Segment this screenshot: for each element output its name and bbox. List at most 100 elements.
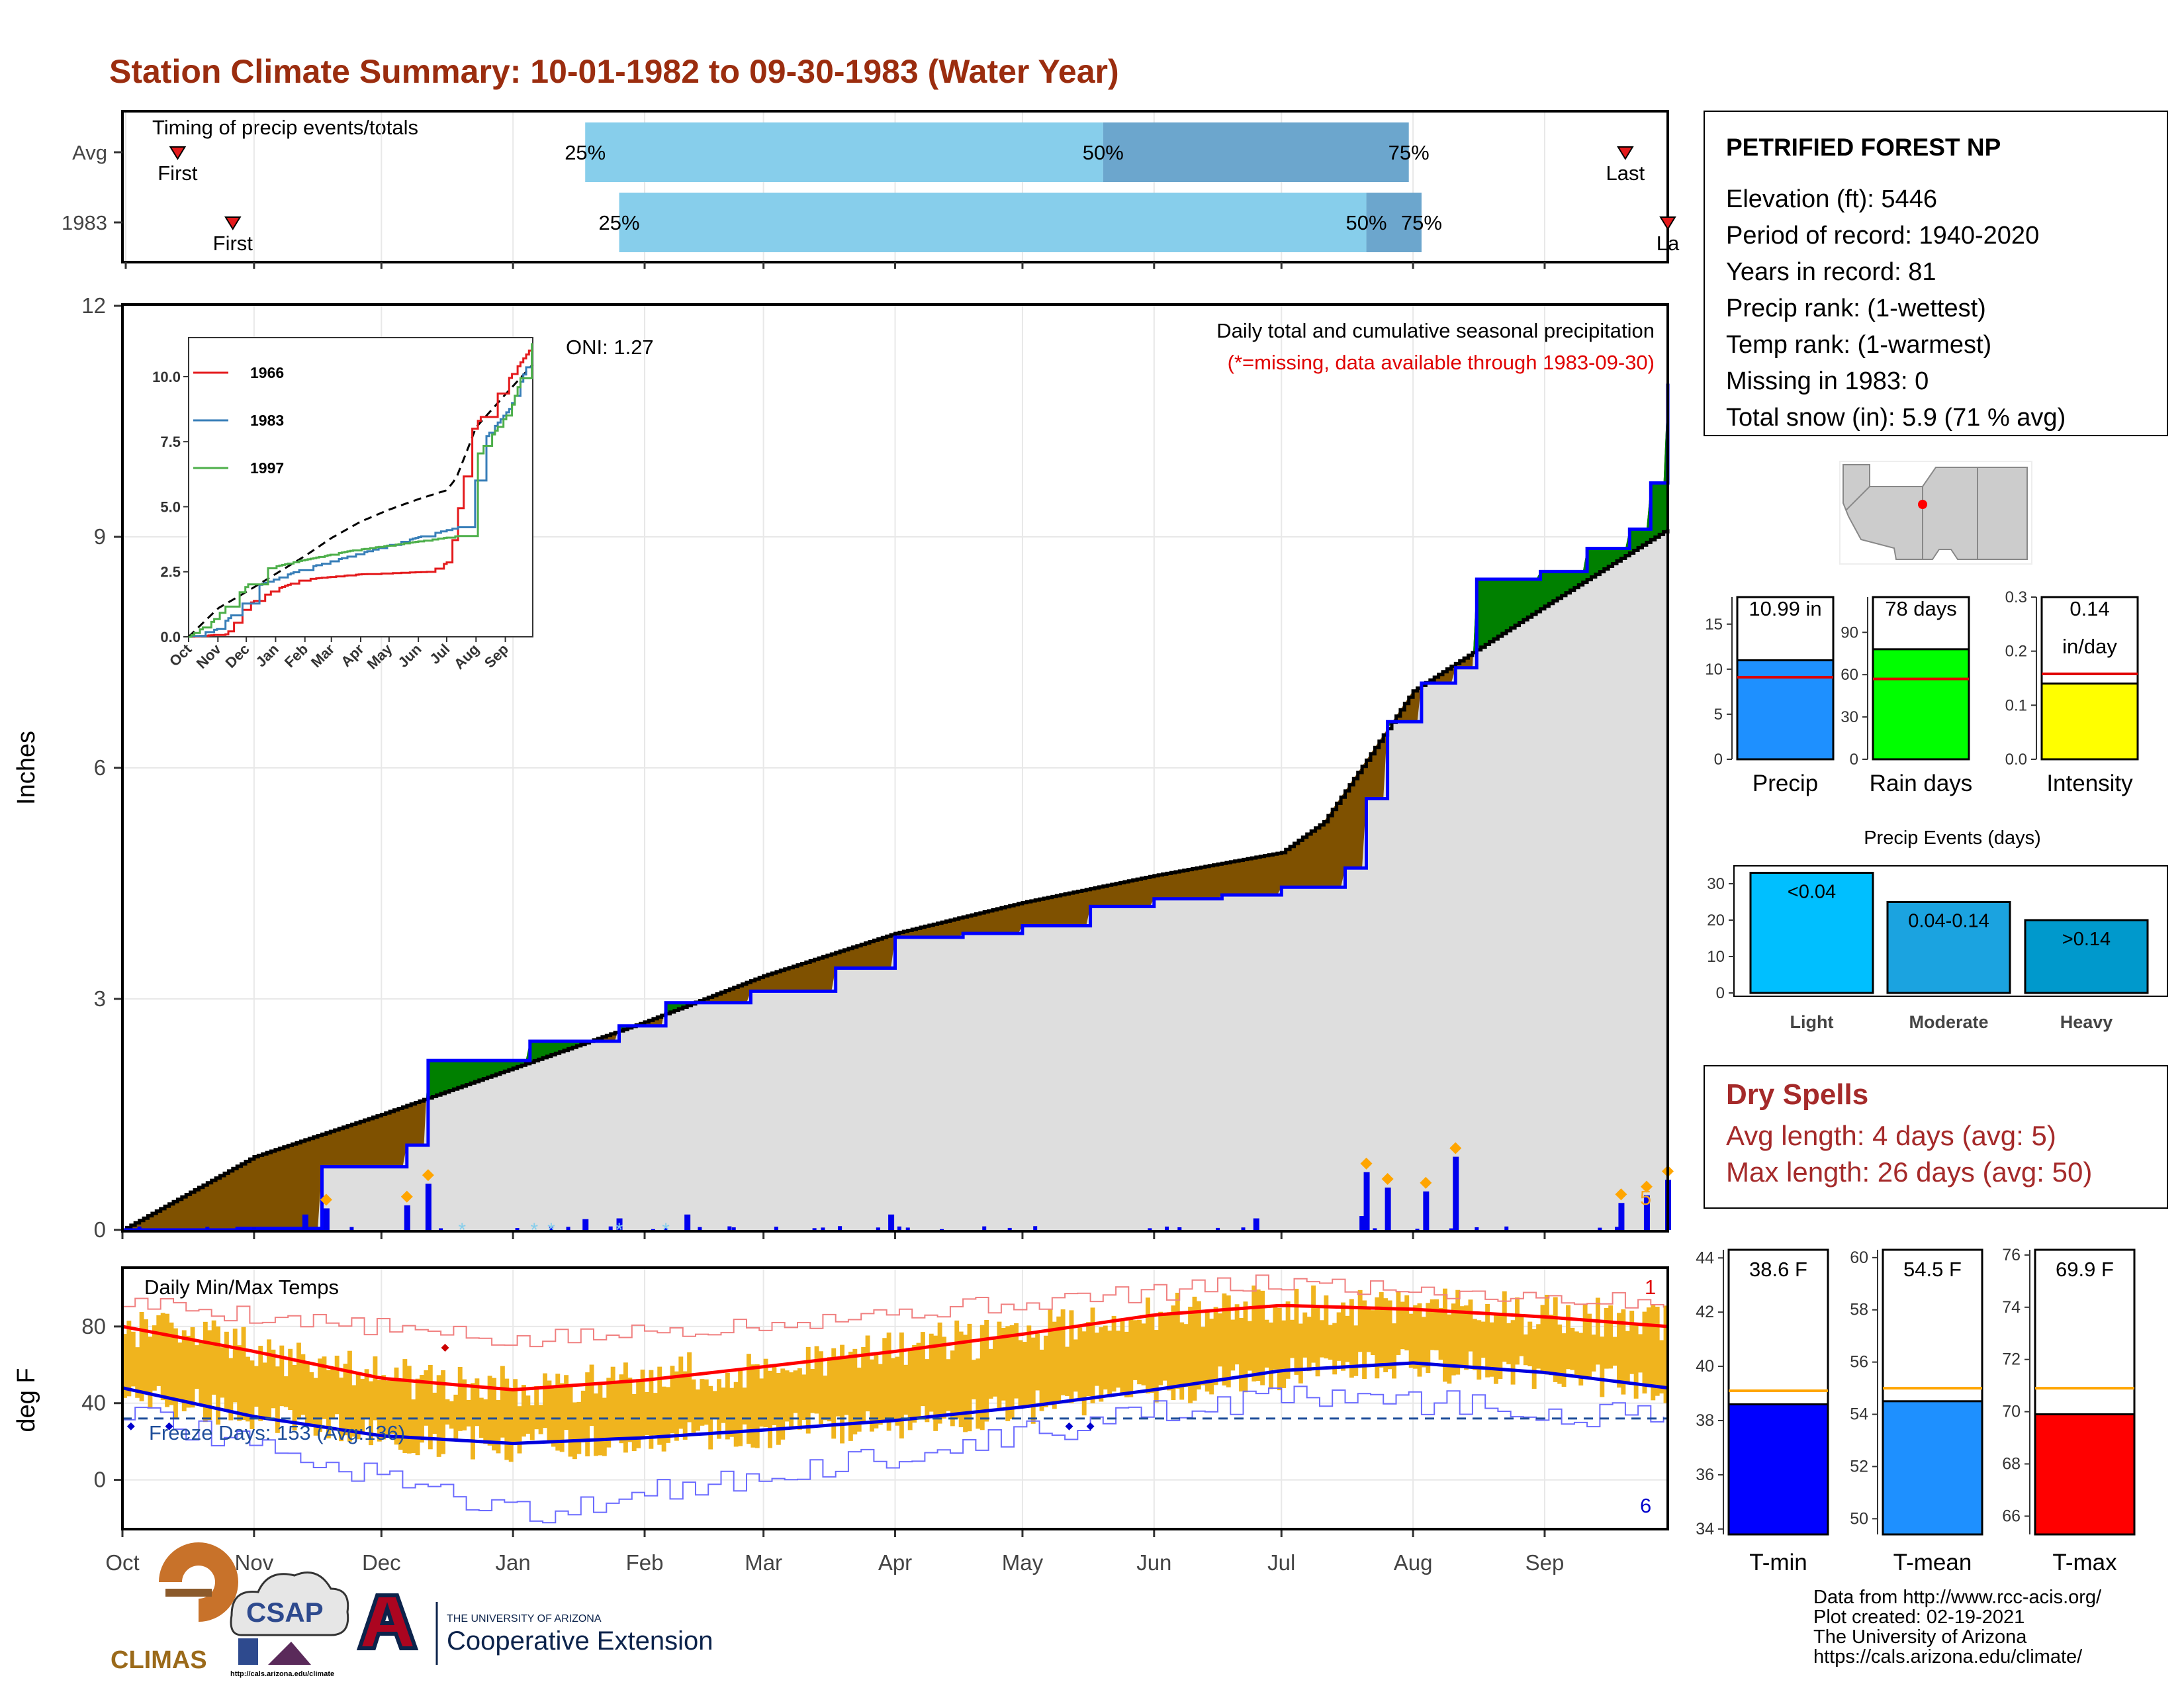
daily-temp-range-bar <box>954 1320 960 1419</box>
daily-temp-range-bar <box>195 1345 199 1389</box>
climas-sun-icon <box>159 1542 238 1622</box>
month-tick-label: Dec <box>362 1550 401 1575</box>
summary-bar <box>1872 648 1970 761</box>
timing-caption: Timing of precip events/totals <box>152 116 418 139</box>
summary-y-tick-label: 90 <box>1841 624 1858 641</box>
daily-precip-bar <box>876 1227 880 1230</box>
station-line: Years in record: 81 <box>1726 258 1936 286</box>
daily-temp-range-bar <box>1633 1323 1639 1399</box>
temp-bar-value: 54.5 F <box>1903 1258 1962 1281</box>
daily-temp-range-bar <box>1141 1323 1146 1385</box>
daily-temp-range-bar <box>122 1334 127 1398</box>
missing-note: (*=missing, data available through 1983-… <box>1228 351 1655 374</box>
temp-panel-frame <box>121 1266 1669 1530</box>
daily-temp-range-bar <box>1154 1330 1159 1403</box>
timing-first-label: First <box>158 162 198 185</box>
daily-temp-range-bar <box>1273 1307 1278 1370</box>
daily-temp-range-bar <box>929 1333 934 1412</box>
daily-temp-range-bar <box>1171 1305 1176 1400</box>
summary-bar-label: Intensity <box>2046 771 2133 796</box>
timing-row-label: Avg <box>72 141 107 164</box>
credit-line: Plot created: 02-19-2021 <box>1813 1607 2025 1628</box>
events-bar-label: Light <box>1790 1012 1834 1032</box>
station-line: Total snow (in): 5.9 (71 % avg) <box>1726 404 2066 432</box>
station-locator-map <box>1839 461 2032 565</box>
temp-bar-y-tick-label: 68 <box>2002 1454 2021 1473</box>
daily-temp-range-bar <box>517 1406 522 1454</box>
month-tick-label: Mar <box>745 1550 782 1575</box>
events-bar <box>2024 919 2149 994</box>
daily-temp-range-bar <box>852 1348 858 1434</box>
daily-temp-range-bar <box>1090 1307 1095 1403</box>
temp-bar-y-tick-label: 40 <box>1696 1357 1714 1376</box>
logo-university-of-arizona: THE UNIVERSITY OF ARIZONA Cooperative Ex… <box>356 1593 713 1665</box>
daily-temp-range-bar <box>1158 1311 1163 1385</box>
daily-temp-range-bar <box>160 1313 165 1401</box>
timing-last-label: La <box>1657 232 1680 255</box>
daily-temp-range-bar <box>1357 1289 1363 1352</box>
ua-line2: Cooperative Extension <box>447 1626 713 1656</box>
summary-bar-value: 78 days <box>1885 597 1957 620</box>
daily-temp-range-bar <box>886 1333 891 1431</box>
daily-temp-range-bar <box>475 1378 480 1427</box>
daily-temp-range-bar <box>152 1325 157 1391</box>
timing-p75-label: 75% <box>1388 141 1430 164</box>
credit-line: The University of Arizona <box>1813 1626 2027 1648</box>
timing-first-marker <box>224 216 242 230</box>
daily-temp-range-bar <box>275 1366 280 1433</box>
daily-temp-range-bar <box>984 1319 989 1422</box>
daily-temp-range-bar <box>844 1356 849 1415</box>
daily-temp-range-bar <box>207 1330 212 1421</box>
daily-temp-range-bar <box>772 1366 777 1425</box>
daily-temp-range-bar <box>394 1367 399 1445</box>
daily-temp-range-bar <box>1222 1293 1227 1385</box>
daily-temp-range-bar <box>1332 1323 1338 1375</box>
temp-bar-y-tick-label: 74 <box>2002 1298 2021 1317</box>
daily-temp-range-bar <box>449 1401 454 1429</box>
daily-temp-range-bar <box>135 1347 140 1398</box>
daily-temp-range-bar <box>946 1359 951 1411</box>
daily-temp-range-bar <box>619 1374 624 1444</box>
daily-temp-range-bar <box>891 1358 895 1419</box>
station-name: PETRIFIED FOREST NP <box>1726 134 2001 161</box>
events-title: Precip Events (days) <box>1864 827 2041 849</box>
daily-precip-bar <box>302 1214 308 1230</box>
temp-bar-y-tick-label: 54 <box>1850 1405 1868 1424</box>
daily-temp-range-bar <box>343 1364 348 1436</box>
daily-temp-range-bar <box>1022 1342 1027 1406</box>
month-tick-label: Oct <box>105 1550 139 1575</box>
daily-temp-range-bar <box>840 1344 845 1444</box>
month-tick-label: Aug <box>1394 1550 1433 1575</box>
temp-bar-label: T-mean <box>1893 1550 1972 1575</box>
daily-temp-range-bar <box>232 1329 238 1403</box>
daily-temp-range-bar <box>712 1391 717 1419</box>
daily-temp-range-bar <box>1192 1296 1197 1401</box>
summary-y-tick-label: 0.2 <box>2005 643 2027 661</box>
timing-p50-label: 50% <box>1346 211 1387 234</box>
record-min-count: 6 <box>1640 1494 1651 1517</box>
daily-temp-range-bar <box>1527 1321 1533 1366</box>
daily-temp-range-bar <box>428 1364 433 1450</box>
map-state-borders <box>1846 467 1978 559</box>
daily-temp-range-bar <box>1234 1304 1240 1365</box>
daily-temp-range-bar <box>687 1352 692 1423</box>
daily-temp-range-bar <box>1162 1313 1167 1381</box>
daily-temp-range-bar <box>398 1378 403 1450</box>
daily-temp-range-bar <box>916 1342 921 1420</box>
timing-row-label: 1983 <box>62 211 107 234</box>
daily-temp-range-bar <box>139 1311 144 1401</box>
daily-temp-range-bar <box>1408 1313 1414 1368</box>
figure-title: Station Climate Summary: 10-01-1982 to 0… <box>109 53 1119 90</box>
daily-precip-bar <box>1359 1216 1366 1230</box>
daily-temp-range-bar <box>1566 1305 1570 1370</box>
daily-temp-range-bar <box>237 1345 242 1421</box>
daily-temp-range-bar <box>1345 1315 1350 1362</box>
daily-temp-range-bar <box>165 1313 170 1407</box>
daily-temp-range-bar <box>1086 1322 1091 1397</box>
station-line: Elevation (ft): 5446 <box>1726 185 1937 213</box>
record-low-marker <box>1086 1422 1095 1430</box>
daily-temp-range-bar <box>453 1394 459 1442</box>
temp-bar-y-tick-label: 58 <box>1850 1301 1868 1319</box>
daily-precip-bar <box>940 1229 944 1230</box>
events-bar-value: >0.14 <box>2062 929 2111 950</box>
